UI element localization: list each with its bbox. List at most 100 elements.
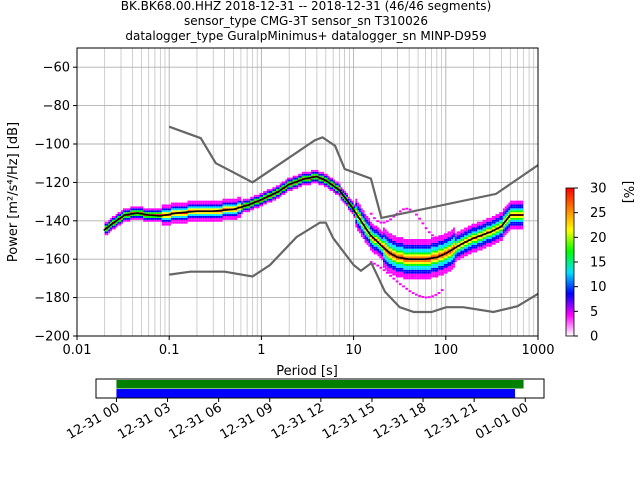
pdf-cell xyxy=(504,227,507,230)
pdf-cell xyxy=(440,289,444,292)
pdf-cell xyxy=(394,273,396,276)
pdf-cell xyxy=(451,237,454,240)
pdf-cell xyxy=(443,254,446,257)
pdf-cell xyxy=(285,191,288,193)
pdf-cell xyxy=(379,239,382,241)
pdf-cell xyxy=(126,217,129,220)
pdf-cell xyxy=(312,179,315,182)
pdf-cell xyxy=(454,258,457,261)
pdf-cell xyxy=(519,210,522,213)
pdf-cell xyxy=(266,196,269,199)
pdf-cell xyxy=(440,250,442,253)
pdf-cell xyxy=(502,227,505,230)
pdf-cell xyxy=(399,237,402,240)
pdf-cell xyxy=(395,250,398,253)
pdf-cell xyxy=(399,250,402,253)
pdf-cell xyxy=(382,227,385,230)
pdf-cell xyxy=(473,246,476,249)
pdf-cell xyxy=(161,206,164,209)
pdf-cell xyxy=(425,265,428,268)
pdf-cell xyxy=(318,177,321,180)
pdf-cell xyxy=(449,235,452,238)
pdf-cell xyxy=(489,242,492,245)
pdf-cell xyxy=(441,267,444,270)
pdf-cell xyxy=(403,265,406,268)
pdf-cell xyxy=(218,200,221,203)
pdf-cell xyxy=(371,231,374,234)
pdf-cell xyxy=(484,237,487,240)
pdf-cell xyxy=(371,229,374,232)
pdf-cell xyxy=(447,244,450,247)
pdf-cell xyxy=(204,212,206,215)
pdf-cell xyxy=(132,214,135,216)
pdf-cell xyxy=(421,256,424,259)
pdf-cell xyxy=(488,221,490,224)
pdf-cell xyxy=(388,250,391,253)
pdf-cell xyxy=(309,181,312,184)
pdf-cell xyxy=(482,223,485,226)
pdf-cell xyxy=(462,254,465,257)
pdf-cell xyxy=(327,175,330,178)
pdf-cell xyxy=(215,216,218,218)
pdf-cell xyxy=(360,229,363,232)
pdf-cell xyxy=(384,256,387,259)
pdf-cell xyxy=(384,262,387,264)
pdf-cell xyxy=(414,273,417,276)
y-axis-label: Power [m²/s⁴/Hz] [dB] xyxy=(6,122,21,262)
pdf-cell xyxy=(218,206,221,209)
pdf-cell xyxy=(515,219,518,222)
pdf-cell xyxy=(373,225,376,228)
pdf-cell xyxy=(181,217,184,220)
pdf-cell xyxy=(434,244,437,247)
pdf-cell xyxy=(362,216,365,218)
pdf-cell xyxy=(165,204,168,207)
pdf-cell xyxy=(436,273,439,276)
pdf-cell xyxy=(419,275,422,278)
pdf-cell xyxy=(379,237,382,240)
pdf-cell xyxy=(475,237,478,240)
pdf-cell xyxy=(436,240,439,243)
pdf-cell xyxy=(244,202,247,205)
pdf-cell xyxy=(159,219,162,222)
pdf-cell xyxy=(231,214,234,216)
pdf-cell xyxy=(482,219,485,222)
pdf-cell xyxy=(403,264,406,266)
pdf-cell xyxy=(464,248,466,251)
pdf-cell xyxy=(329,187,332,190)
pdf-cell xyxy=(408,260,411,263)
pdf-cell xyxy=(287,181,289,184)
pdf-cell xyxy=(241,212,243,215)
pdf-cell xyxy=(473,240,476,243)
pdf-cell xyxy=(414,260,417,263)
pdf-cell xyxy=(360,223,363,226)
pdf-cell xyxy=(517,217,520,220)
pdf-cell xyxy=(489,221,492,224)
pdf-cell xyxy=(440,256,442,259)
availability-bars xyxy=(116,380,524,398)
pdf-cell xyxy=(512,225,514,228)
pdf-cell xyxy=(196,212,199,215)
pdf-cell xyxy=(388,235,391,238)
pdf-cell xyxy=(451,256,454,259)
pdf-cell xyxy=(346,194,348,197)
pdf-cell xyxy=(504,206,507,209)
pdf-cell xyxy=(403,248,406,251)
pdf-cell xyxy=(478,237,481,240)
pdf-cell xyxy=(226,206,229,209)
pdf-cell xyxy=(174,219,177,222)
availability-tick-label: 12-31 12 xyxy=(269,400,327,442)
pdf-cell xyxy=(454,248,457,251)
pdf-cell xyxy=(124,217,127,220)
pdf-cell xyxy=(154,216,157,218)
pdf-cell xyxy=(521,210,524,213)
pdf-cell xyxy=(489,235,492,238)
pdf-cell xyxy=(478,248,481,251)
pdf-cell xyxy=(222,214,225,216)
pdf-cell xyxy=(412,254,415,257)
pdf-cell xyxy=(429,252,431,255)
pdf-cell xyxy=(410,240,413,243)
pdf-cell xyxy=(443,267,446,270)
pdf-cell xyxy=(163,212,166,215)
pdf-cell xyxy=(196,206,199,209)
pdf-cell xyxy=(406,239,409,241)
